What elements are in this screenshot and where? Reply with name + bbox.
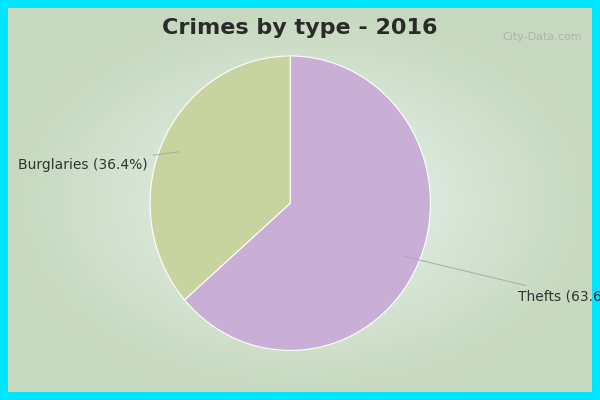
Text: City-Data.com: City-Data.com — [503, 32, 582, 42]
Text: Crimes by type - 2016: Crimes by type - 2016 — [162, 18, 438, 38]
Polygon shape — [150, 56, 290, 300]
Text: Burglaries (36.4%): Burglaries (36.4%) — [18, 152, 179, 172]
Text: Thefts (63.6%): Thefts (63.6%) — [401, 256, 600, 303]
Polygon shape — [185, 56, 430, 350]
